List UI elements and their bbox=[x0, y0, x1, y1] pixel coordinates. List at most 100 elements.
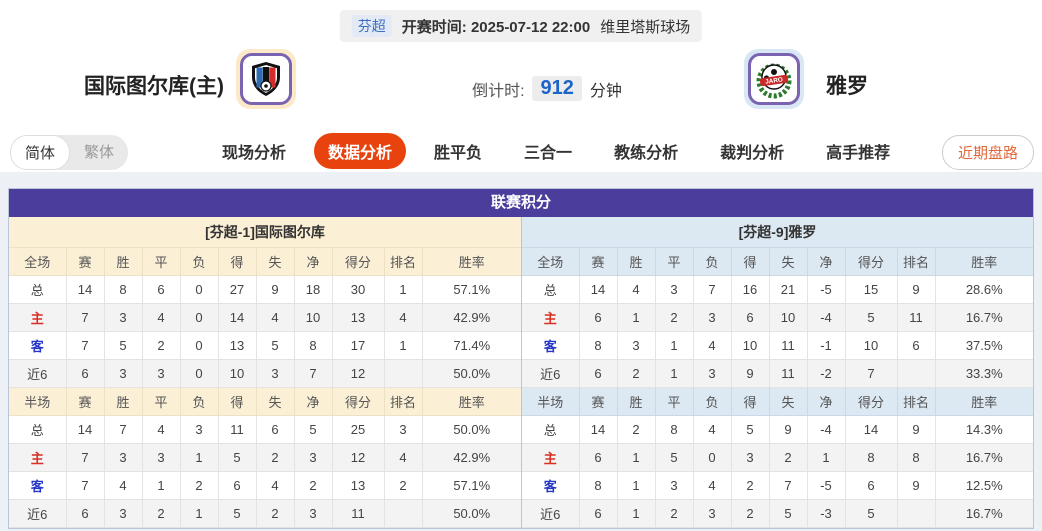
column-header: 半场 bbox=[9, 387, 67, 416]
column-header: 得分 bbox=[331, 247, 385, 276]
nav-tab[interactable]: 高手推荐 bbox=[826, 145, 891, 162]
nav-tab[interactable]: 胜平负 bbox=[434, 145, 483, 162]
stats-row: 总 14 7 4 3 11 6 5 25 3 50.0% bbox=[9, 415, 521, 444]
stat-cell: 5 bbox=[730, 415, 770, 444]
stats-row: 近6 6 3 3 0 10 3 7 12 50.0% bbox=[9, 359, 521, 388]
stat-cell: 10 bbox=[217, 359, 257, 388]
lang-traditional[interactable]: 繁体 bbox=[84, 144, 115, 161]
stat-cell: 5 bbox=[844, 303, 898, 332]
stat-cell: 3 bbox=[255, 359, 295, 388]
stats-row: 客 7 4 1 2 6 4 2 13 2 57.1% bbox=[9, 471, 521, 500]
stats-row: 主 6 1 2 3 6 10 -4 5 11 16.7% bbox=[522, 303, 1033, 332]
stat-cell: 3 bbox=[103, 443, 143, 472]
lang-simplified[interactable]: 简体 bbox=[10, 135, 71, 170]
stat-cell: 1 bbox=[383, 275, 423, 304]
stat-cell: 14 bbox=[844, 415, 898, 444]
stat-cell: 6 bbox=[844, 471, 898, 500]
stat-cell: 6 bbox=[578, 443, 618, 472]
column-header: 胜 bbox=[103, 387, 143, 416]
stat-cell: 9 bbox=[896, 415, 936, 444]
column-header: 排名 bbox=[896, 247, 936, 276]
stats-row: 近6 6 3 2 1 5 2 3 11 50.0% bbox=[9, 499, 521, 528]
stat-cell: -3 bbox=[806, 499, 846, 528]
stat-cell: 5 bbox=[768, 499, 808, 528]
stat-cell: 13 bbox=[331, 471, 385, 500]
nav-tab[interactable]: 教练分析 bbox=[614, 145, 679, 162]
match-info-bar: 芬超 开赛时间: 2025-07-12 22:00 维里塔斯球场 bbox=[339, 10, 703, 42]
stat-cell: 5 bbox=[255, 331, 295, 360]
column-header: 得 bbox=[730, 247, 770, 276]
stat-cell: 50.0% bbox=[421, 415, 521, 444]
stat-cell: 6 bbox=[578, 359, 618, 388]
stat-cell: 14 bbox=[217, 303, 257, 332]
stat-cell: 1 bbox=[654, 331, 694, 360]
column-header: 胜率 bbox=[934, 387, 1033, 416]
stat-cell: 0 bbox=[179, 303, 219, 332]
stat-cell: 6 bbox=[578, 303, 618, 332]
stat-cell: 7 bbox=[65, 443, 105, 472]
stat-cell: 5 bbox=[217, 499, 257, 528]
stat-cell: 2 bbox=[654, 303, 694, 332]
stat-cell: 7 bbox=[768, 471, 808, 500]
stat-cell: 16.7% bbox=[934, 303, 1033, 332]
home-subtitle: [芬超-1]国际图尔库 bbox=[9, 217, 521, 247]
kickoff-label: 开赛时间: bbox=[401, 18, 467, 36]
stat-cell: 6 bbox=[65, 499, 105, 528]
away-subtitle: [芬超-9]雅罗 bbox=[522, 217, 1033, 247]
column-header: 胜率 bbox=[934, 247, 1033, 276]
stat-cell: 14 bbox=[578, 415, 618, 444]
column-header: 赛 bbox=[65, 247, 105, 276]
nav-tab[interactable]: 裁判分析 bbox=[720, 145, 785, 162]
nav-tab[interactable]: 三合一 bbox=[524, 145, 573, 162]
stat-cell: 9 bbox=[896, 471, 936, 500]
stat-cell: 10 bbox=[730, 331, 770, 360]
stat-cell: 14 bbox=[65, 275, 105, 304]
column-header: 得分 bbox=[844, 387, 898, 416]
away-logo-frame: JARO bbox=[748, 53, 800, 105]
stat-cell: 4 bbox=[255, 303, 295, 332]
stat-cell: 4 bbox=[383, 443, 423, 472]
stat-cell: 7 bbox=[692, 275, 732, 304]
stat-cell bbox=[383, 499, 423, 528]
stat-cell: 71.4% bbox=[421, 331, 521, 360]
stat-cell: 3 bbox=[179, 415, 219, 444]
stat-cell: 4 bbox=[255, 471, 295, 500]
stat-cell: 3 bbox=[383, 415, 423, 444]
recent-trend-button[interactable]: 近期盘路 bbox=[941, 135, 1034, 170]
stat-cell bbox=[383, 359, 423, 388]
stat-cell: 4 bbox=[141, 415, 181, 444]
stat-cell: 2 bbox=[255, 499, 295, 528]
column-header: 失 bbox=[255, 387, 295, 416]
stat-cell: 8 bbox=[654, 415, 694, 444]
nav-tab[interactable]: 数据分析 bbox=[314, 133, 407, 169]
column-header: 负 bbox=[692, 247, 732, 276]
countdown-label: 倒计时: bbox=[472, 82, 525, 100]
column-header: 净 bbox=[293, 387, 333, 416]
stat-cell: 2 bbox=[730, 471, 770, 500]
stat-cell: 4 bbox=[616, 275, 656, 304]
home-team-logo[interactable] bbox=[236, 49, 296, 109]
stats-row: 客 7 5 2 0 13 5 8 17 1 71.4% bbox=[9, 331, 521, 360]
stat-cell: 8 bbox=[103, 275, 143, 304]
stat-cell: 6 bbox=[896, 331, 936, 360]
stat-cell: 2 bbox=[730, 499, 770, 528]
away-team-logo[interactable]: JARO bbox=[744, 49, 804, 109]
stat-cell: -2 bbox=[806, 359, 846, 388]
stat-cell: -4 bbox=[806, 415, 846, 444]
column-header: 赛 bbox=[578, 387, 618, 416]
venue: 维里塔斯球场 bbox=[600, 18, 691, 36]
stat-cell: 2 bbox=[616, 359, 656, 388]
stats-row: 近6 6 2 1 3 9 11 -2 7 33.3% bbox=[522, 359, 1033, 388]
league-badge[interactable]: 芬超 bbox=[351, 15, 392, 37]
stat-cell: 6 bbox=[141, 275, 181, 304]
stat-cell: 5 bbox=[103, 331, 143, 360]
stat-cell: 25 bbox=[331, 415, 385, 444]
home-logo-frame bbox=[240, 53, 292, 105]
stat-cell: 6 bbox=[578, 499, 618, 528]
stat-cell: 2 bbox=[255, 443, 295, 472]
nav-tab[interactable]: 现场分析 bbox=[222, 145, 287, 162]
stats-row: 总 14 8 6 0 27 9 18 30 1 57.1% bbox=[9, 275, 521, 304]
stat-cell: 2 bbox=[768, 443, 808, 472]
stat-cell: 14 bbox=[578, 275, 618, 304]
